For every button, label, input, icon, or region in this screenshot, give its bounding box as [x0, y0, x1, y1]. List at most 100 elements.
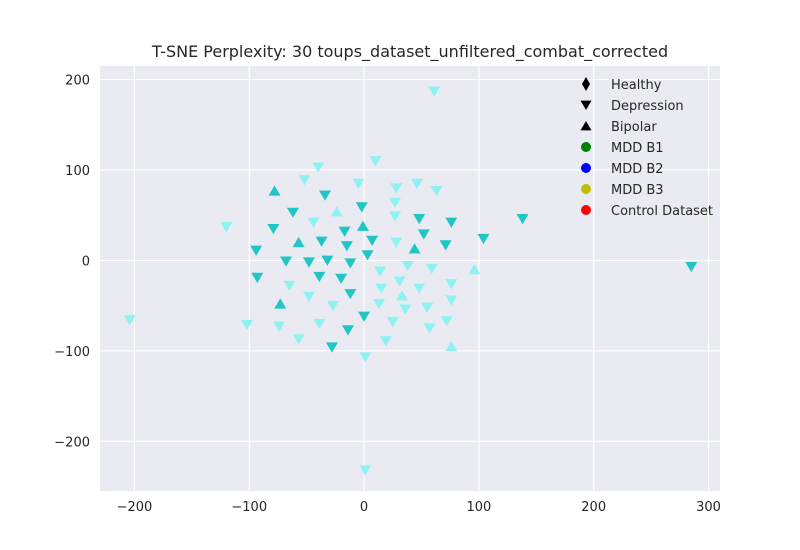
depression-point [390, 183, 403, 194]
depression-point [410, 178, 423, 189]
depression-point [342, 325, 354, 336]
depression-point [340, 241, 353, 252]
legend-marker [581, 163, 591, 173]
depression-point [417, 229, 430, 240]
legend-marker [581, 142, 591, 152]
x-tick-label: 200 [581, 500, 606, 515]
y-tick-label: 200 [65, 74, 90, 89]
depression-point [685, 261, 698, 273]
depression-point [344, 258, 357, 269]
depression-point [421, 302, 434, 313]
bipolar-point [468, 264, 481, 275]
chart-title: T-SNE Perplexity: 30 toups_dataset_unfil… [151, 42, 668, 62]
x-tick-label: 0 [360, 500, 368, 515]
bipolar-point [292, 236, 305, 248]
depression-point [327, 300, 340, 312]
depression-point [313, 318, 326, 330]
depression-point [240, 319, 253, 331]
depression-point [307, 217, 320, 228]
depression-point [389, 197, 402, 208]
y-tick-label: 100 [65, 164, 90, 179]
depression-point [375, 283, 388, 294]
depression-point [338, 226, 351, 237]
depression-point [220, 222, 233, 233]
depression-point [325, 342, 338, 353]
depression-point [379, 336, 392, 347]
depression-point [267, 223, 280, 235]
depression-point [315, 236, 328, 247]
bipolar-point [330, 206, 343, 217]
x-tick-label: 300 [696, 500, 721, 515]
depression-point [344, 289, 357, 300]
depression-point [335, 273, 348, 284]
legend-label: MDD B3 [611, 183, 664, 198]
depression-point [352, 178, 365, 189]
grid-lines [100, 66, 720, 491]
depression-point [516, 214, 529, 225]
depression-point [302, 257, 315, 268]
depression-point [286, 207, 299, 218]
depression-point [374, 266, 387, 277]
x-tick-label: −100 [231, 500, 267, 515]
depression-point [439, 240, 452, 251]
depression-point [423, 323, 436, 334]
depression-point [386, 317, 399, 328]
depression-point [359, 352, 372, 363]
legend-marker [580, 100, 592, 110]
depression-point [390, 237, 403, 248]
legend-marker [580, 121, 592, 131]
depression-point [298, 175, 311, 186]
legend-label: MDD B1 [611, 141, 664, 156]
depression-point [292, 334, 305, 345]
bipolar-point [268, 185, 281, 196]
depression-point [445, 217, 458, 228]
depression-point [425, 263, 438, 274]
plot-area [100, 66, 720, 491]
legend-marker [582, 77, 590, 91]
legend-label: MDD B2 [611, 162, 664, 177]
depression-point [401, 261, 414, 272]
tick-labels: −200 −100 0 100 200 300 −200 −100 0 100 200 [54, 74, 721, 515]
depression-point [445, 279, 458, 290]
depression-point [389, 211, 402, 222]
depression-point [280, 256, 292, 267]
bipolar-point [395, 290, 408, 301]
depression-point [445, 295, 458, 306]
depression-point [359, 465, 372, 476]
legend-label: Bipolar [611, 120, 657, 135]
depression-point [273, 321, 286, 332]
legend-label: Healthy [611, 78, 662, 93]
y-tick-label: 0 [82, 254, 90, 269]
depression-point [319, 190, 332, 201]
legend-marker [581, 184, 591, 194]
depression-point [302, 291, 315, 302]
legend-label: Depression [611, 99, 684, 114]
depression-point [312, 162, 325, 173]
depression-point [250, 245, 263, 256]
depression-point [366, 235, 379, 246]
bipolar-point [445, 340, 458, 352]
depression-point [393, 276, 406, 287]
data-points [123, 86, 698, 476]
depression-point [428, 86, 441, 97]
depression-point [430, 185, 443, 197]
x-tick-label: 100 [466, 500, 491, 515]
legend-label: Control Dataset [611, 204, 713, 219]
bipolar-point [274, 298, 287, 309]
legend: Healthy Depression Bipolar MDD B1 MDD B2 MDD … [580, 77, 713, 219]
depression-point [369, 156, 382, 167]
depression-point [251, 272, 264, 283]
bipolar-point [356, 220, 369, 231]
bipolar-point [408, 243, 421, 254]
depression-point [358, 311, 371, 322]
depression-point [477, 233, 490, 245]
depression-point [373, 299, 385, 310]
x-tick-label: −200 [117, 500, 153, 515]
y-tick-label: −100 [54, 345, 90, 360]
legend-marker [581, 205, 591, 215]
depression-point [413, 214, 426, 225]
depression-point [283, 280, 296, 292]
depression-point [399, 304, 412, 315]
depression-point [313, 271, 326, 283]
